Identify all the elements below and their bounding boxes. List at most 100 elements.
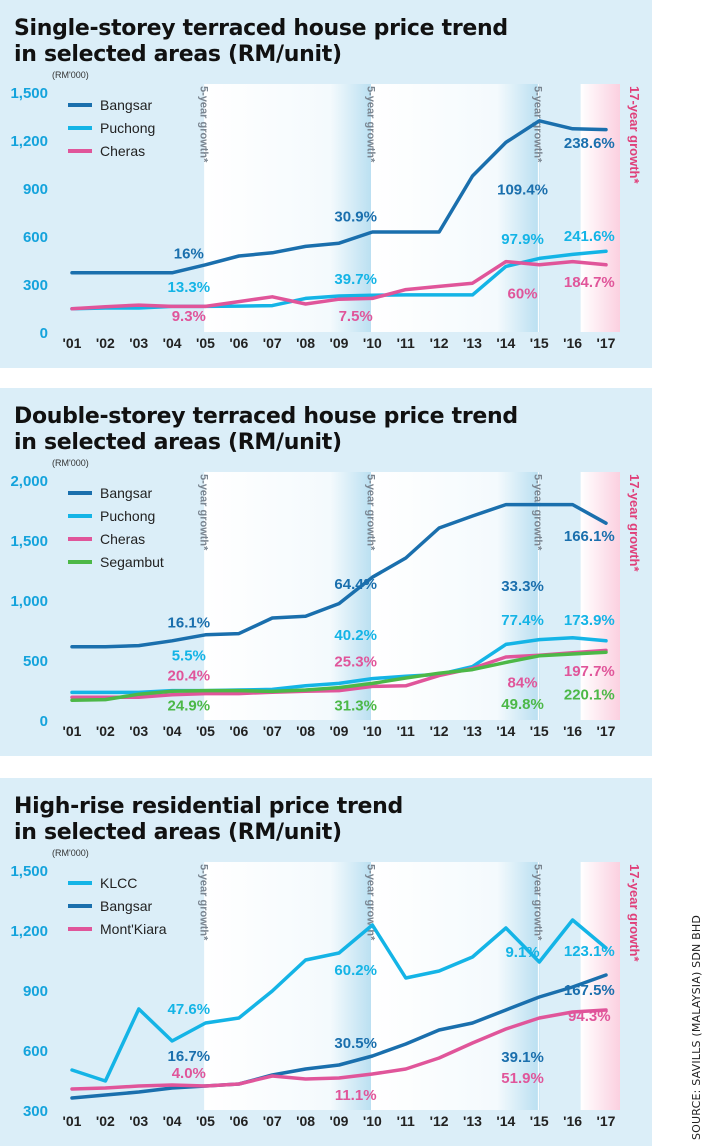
five-year-band [537, 84, 540, 332]
five-year-growth-label: 5-year growth* [364, 864, 376, 941]
legend-entry: Bangsar [100, 97, 152, 113]
x-tick-label: '14 [496, 723, 515, 739]
seventeen-year-band [580, 472, 620, 720]
x-tick-label: '07 [263, 723, 282, 739]
x-tick-label: '04 [163, 1113, 182, 1129]
chart-title-line-2: in selected areas (RM/unit) [14, 430, 342, 455]
x-tick-label: '08 [296, 723, 315, 739]
x-tick-label: '17 [597, 723, 616, 739]
line-chart-single-storey: 5-year growth* 5-year growth* 5-year growt… [10, 70, 642, 351]
series-line-cheras [70, 259, 608, 311]
x-tick-label: '09 [330, 335, 349, 351]
x-tick-label: '17 [597, 1113, 616, 1129]
growth-annotation: 238.6% [564, 135, 615, 152]
y-tick-label: 900 [23, 983, 48, 1000]
line-chart-double-storey: 5-year growth* 5-year growth* 5-year growt… [10, 458, 642, 739]
legend-entry: Segambut [100, 554, 164, 570]
growth-annotation: 30.9% [334, 209, 377, 226]
five-year-growth-label: 5-year growth* [364, 86, 376, 163]
x-tick-label: '16 [563, 1113, 582, 1129]
x-tick-label: '11 [397, 335, 415, 351]
x-tick-label: '15 [530, 335, 549, 351]
five-year-growth-label: 5-year growth* [531, 474, 543, 551]
x-tick-label: '13 [463, 335, 482, 351]
x-tick-label: '12 [430, 335, 449, 351]
growth-annotation: 4.0% [172, 1065, 206, 1082]
five-year-band [204, 862, 373, 1110]
seventeen-year-growth-label: 17-year growth* [627, 864, 642, 962]
x-tick-label: '15 [530, 1113, 549, 1129]
x-tick-label: '10 [363, 335, 382, 351]
five-year-growth-label: 5-year growth* [198, 474, 210, 551]
x-tick-label: '16 [563, 335, 582, 351]
line-chart-high-rise: 5-year growth* 5-year growth* 5-year growt… [10, 848, 642, 1129]
y-tick-label: 1,200 [10, 133, 48, 150]
series-line-segambut [70, 650, 608, 702]
five-year-growth-label: 5-year growth* [198, 86, 210, 163]
growth-annotation: 16.7% [168, 1048, 211, 1065]
x-tick-label: '08 [296, 335, 315, 351]
x-tick-label: '02 [96, 1113, 115, 1129]
chart-title: Double-storey terraced house price trend… [14, 404, 518, 456]
growth-annotation: 16.1% [168, 615, 211, 632]
legend-entry: Cheras [100, 143, 145, 159]
legend-entry: Cheras [100, 531, 145, 547]
x-tick-label: '06 [229, 723, 248, 739]
y-unit-label: (RM'000) [52, 458, 89, 468]
x-tick-label: '11 [397, 1113, 415, 1129]
chart-title-line-2: in selected areas (RM/unit) [14, 820, 342, 845]
x-tick-label: '03 [129, 1113, 148, 1129]
x-tick-label: '05 [196, 335, 215, 351]
growth-annotation: 25.3% [334, 654, 377, 671]
y-tick-label: 500 [23, 653, 48, 670]
five-year-band [537, 862, 540, 1110]
y-tick-label: 1,500 [10, 85, 48, 102]
y-tick-label: 300 [23, 1103, 48, 1120]
chart-title: High-rise residential price trend in sel… [14, 794, 403, 846]
growth-annotation: 24.9% [168, 697, 211, 714]
y-tick-label: 0 [40, 713, 48, 730]
source-credit: SOURCE: SAVILLS (MALAYSIA) SDN BHD [690, 914, 703, 1140]
growth-annotation: 197.7% [564, 663, 615, 680]
growth-annotation: 64.4% [334, 576, 377, 593]
growth-annotation: 241.6% [564, 228, 615, 245]
seventeen-year-growth-label: 17-year growth* [627, 86, 642, 184]
series-line-bangsar [70, 119, 608, 275]
x-tick-label: '14 [496, 1113, 515, 1129]
x-tick-label: '01 [63, 723, 82, 739]
growth-annotation: 40.2% [334, 627, 377, 644]
x-tick-label: '07 [263, 1113, 282, 1129]
x-tick-label: '17 [597, 335, 616, 351]
x-tick-label: '06 [229, 1113, 248, 1129]
five-year-growth-label: 5-year growth* [531, 864, 543, 941]
x-tick-label: '12 [430, 1113, 449, 1129]
y-tick-label: 1,000 [10, 593, 48, 610]
x-tick-label: '12 [430, 723, 449, 739]
growth-annotation: 16% [174, 245, 204, 262]
growth-annotation: 5.5% [172, 648, 206, 665]
legend-entry: Bangsar [100, 898, 152, 914]
growth-annotation: 33.3% [501, 578, 544, 595]
growth-annotation: 166.1% [564, 528, 615, 545]
growth-annotation: 173.9% [564, 612, 615, 629]
chart-title-line-1: High-rise residential price trend [14, 794, 403, 819]
x-tick-label: '10 [363, 723, 382, 739]
growth-annotation: 9.3% [172, 308, 206, 325]
y-tick-label: 1,500 [10, 863, 48, 880]
growth-annotation: 51.9% [501, 1070, 544, 1087]
growth-annotation: 84% [508, 675, 538, 692]
series-line-bangsar [70, 502, 608, 649]
x-tick-label: '09 [330, 1113, 349, 1129]
growth-annotation: 39.1% [501, 1049, 544, 1066]
growth-annotation: 49.8% [501, 696, 544, 713]
chart-panel-double-storey: Double-storey terraced house price trend… [0, 388, 652, 756]
y-unit-label: (RM'000) [52, 848, 89, 858]
y-tick-label: 600 [23, 229, 48, 246]
growth-annotation: 13.3% [168, 279, 211, 296]
x-tick-label: '06 [229, 335, 248, 351]
growth-annotation: 220.1% [564, 687, 615, 704]
x-tick-label: '15 [530, 723, 549, 739]
growth-annotation: 47.6% [168, 1001, 211, 1018]
legend-entry: KLCC [100, 875, 137, 891]
x-tick-label: '08 [296, 1113, 315, 1129]
